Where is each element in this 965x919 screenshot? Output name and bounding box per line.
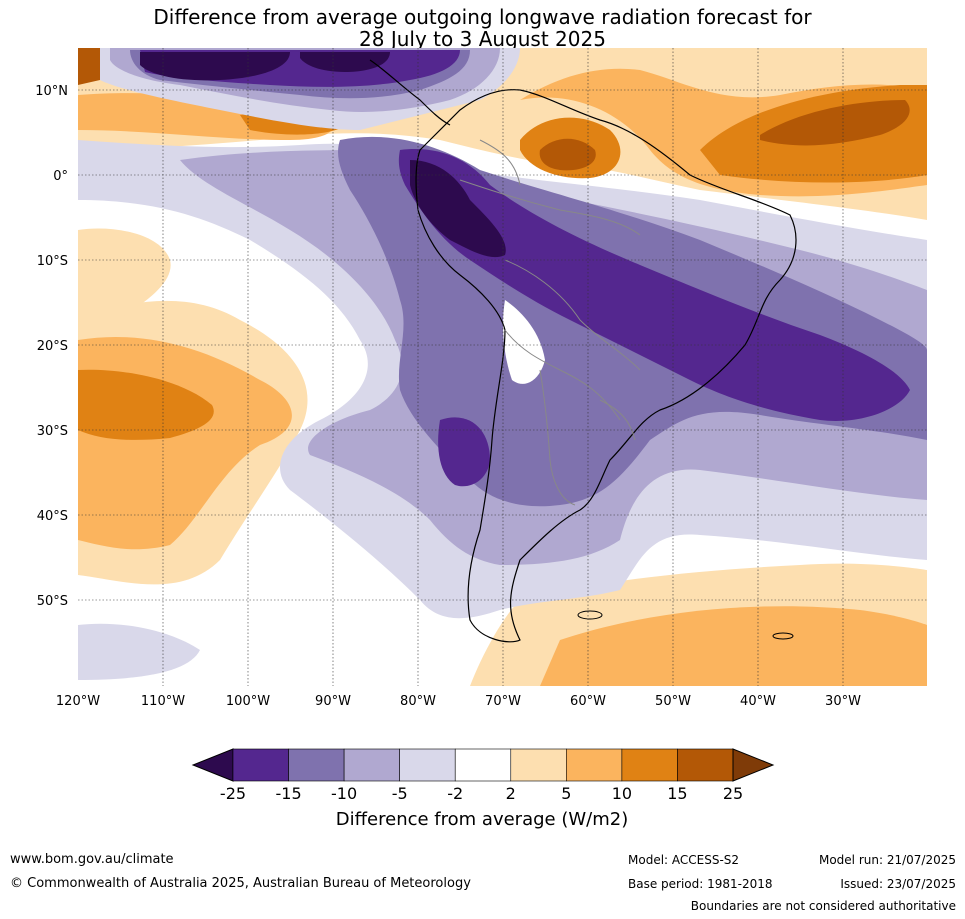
negative-very-strong-region	[398, 149, 910, 421]
colorbar-tick-label: 5	[561, 784, 571, 803]
lon-label: 30°W	[825, 694, 861, 709]
colorbar-swatch	[399, 748, 456, 782]
colorbar-swatch	[232, 748, 289, 782]
lat-label: 10°N	[35, 84, 68, 99]
lat-label: 0°	[53, 169, 68, 184]
footer-issued: Issued: 23/07/2025	[840, 877, 956, 891]
colorbar-label: Difference from average (W/m2)	[336, 809, 628, 830]
colorbar-tick-label: -10	[331, 784, 357, 803]
latitude-labels: 10°N 0° 10°S 20°S 30°S 40°S 50°S	[35, 84, 68, 609]
lon-label: 120°W	[56, 694, 100, 709]
colorbar-tick-label: 2	[506, 784, 516, 803]
map-title-line-1: Difference from average outgoing longwav…	[153, 5, 812, 29]
colorbar-tick-label: -2	[447, 784, 463, 803]
colorbar-tick-label: 10	[612, 784, 632, 803]
colorbar-swatch	[510, 748, 567, 782]
lat-label: 30°S	[37, 424, 68, 439]
lon-label: 110°W	[141, 694, 185, 709]
colorbar	[191, 748, 775, 782]
lon-label: 100°W	[226, 694, 270, 709]
colorbar-extend-high	[732, 748, 775, 782]
colorbar-tick-label: -5	[392, 784, 408, 803]
colorbar-swatch	[677, 748, 734, 782]
lon-label: 90°W	[315, 694, 351, 709]
lon-label: 80°W	[400, 694, 436, 709]
south-america-coastline	[415, 89, 797, 643]
footer-model-run: Model run: 21/07/2025	[818, 853, 956, 867]
footer-url[interactable]: www.bom.gov.au/climate	[10, 852, 174, 867]
colorbar-tick-label: 25	[723, 784, 743, 803]
colorbar-tick-labels: -25 -15 -10 -5 -2 2 5 10 15 25	[220, 784, 743, 803]
lat-label: 10°S	[37, 254, 68, 269]
lon-label: 50°W	[655, 694, 691, 709]
footer-disclaimer: Boundaries are not considered authoritat…	[690, 899, 956, 913]
footer-copyright: © Commonwealth of Australia 2025, Austra…	[10, 876, 471, 891]
longitude-labels: 120°W 110°W 100°W 90°W 80°W 70°W 60°W 50…	[56, 694, 861, 709]
map-title-line-2: 28 July to 3 August 2025	[359, 27, 606, 51]
graticule	[78, 48, 927, 686]
colorbar-swatch	[454, 748, 512, 782]
colorbar-tick-label: -25	[220, 784, 246, 803]
lon-label: 60°W	[570, 694, 606, 709]
colorbar-extend-low	[191, 748, 234, 782]
colorbar-tick-label: -15	[275, 784, 301, 803]
lat-label: 20°S	[37, 339, 68, 354]
colorbar-swatch	[288, 748, 345, 782]
country-boundaries	[459, 139, 641, 506]
colorbar-swatch	[621, 748, 678, 782]
colorbar-swatch	[343, 748, 400, 782]
lon-label: 40°W	[740, 694, 776, 709]
lat-label: 50°S	[37, 594, 68, 609]
lat-label: 40°S	[37, 509, 68, 524]
colorbar-tick-label: 15	[667, 784, 687, 803]
negative-extreme-region	[410, 160, 506, 258]
pacific-strong-positive-region	[78, 369, 214, 440]
lon-label: 70°W	[485, 694, 521, 709]
anomaly-field	[78, 48, 927, 686]
footer-model: Model: ACCESS-S2	[628, 853, 740, 867]
colorbar-swatch	[566, 748, 623, 782]
footer-base-period: Base period: 1981-2018	[628, 877, 773, 891]
